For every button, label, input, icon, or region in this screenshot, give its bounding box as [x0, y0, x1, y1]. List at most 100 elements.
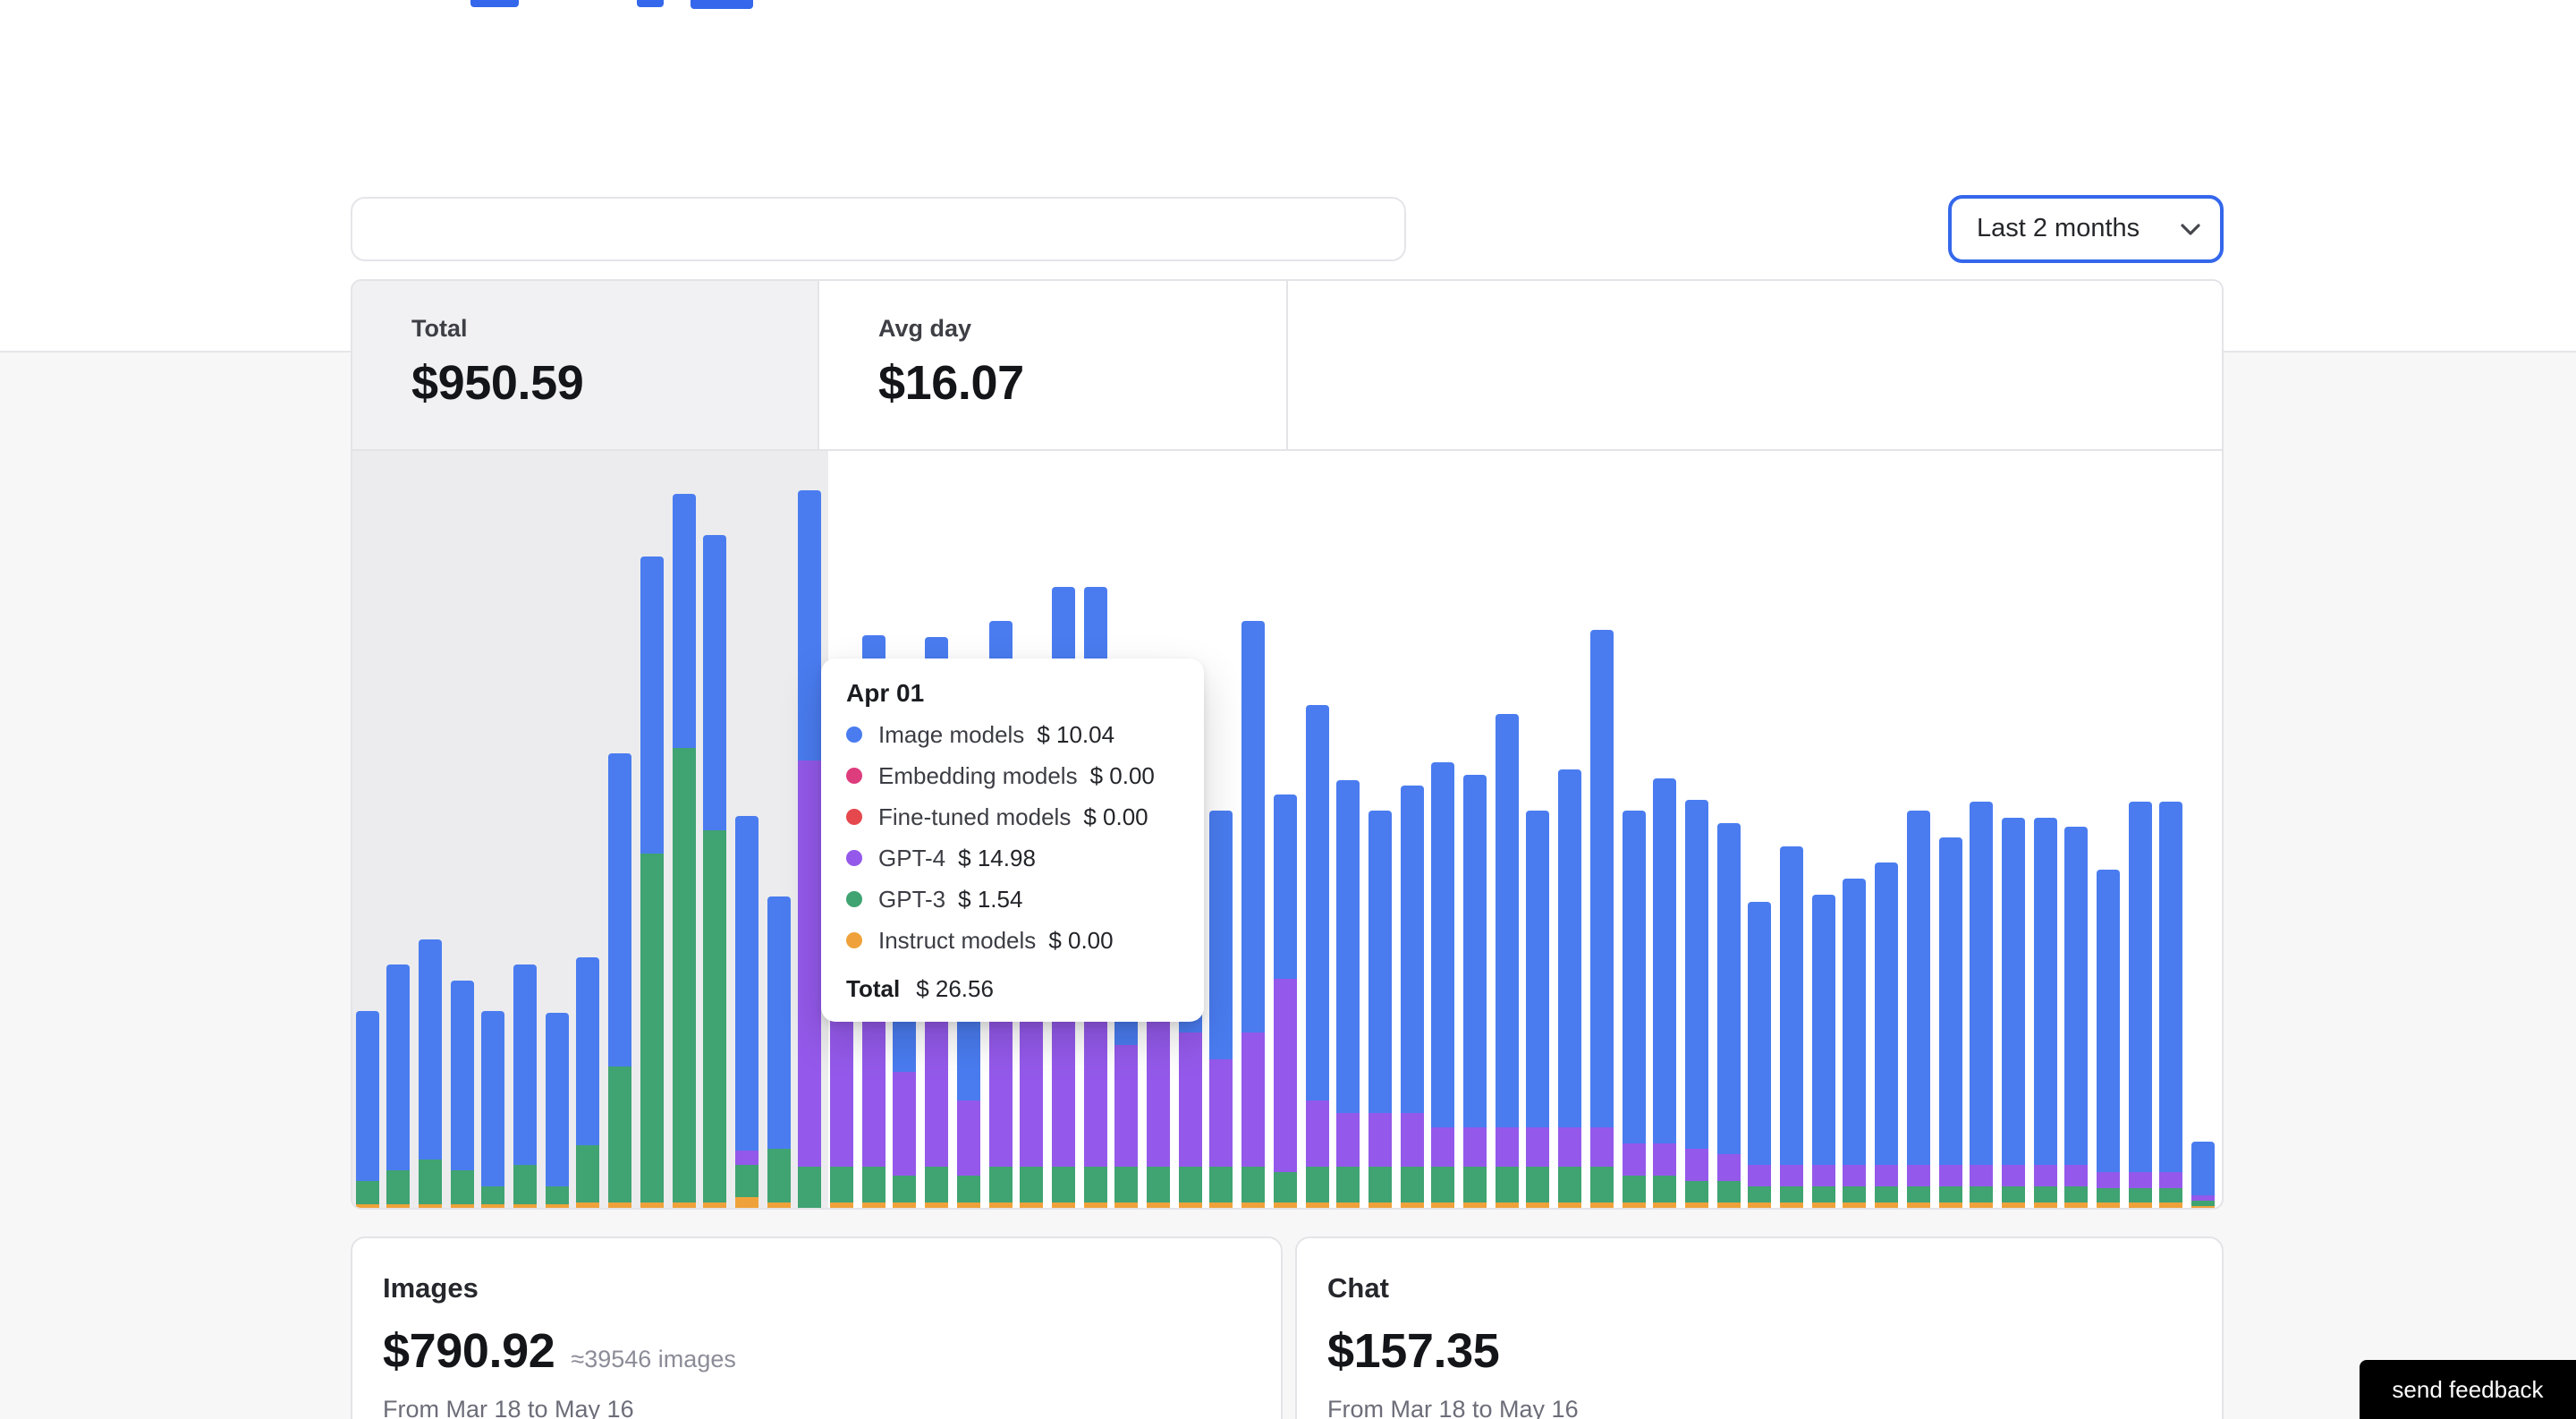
bar-segment	[861, 1167, 886, 1202]
chart-bar[interactable]	[672, 494, 695, 1208]
chart-bar[interactable]	[1589, 629, 1614, 1208]
chart-bar[interactable]	[2128, 802, 2152, 1208]
chart-bar[interactable]	[1716, 823, 1741, 1208]
chat-card: Chat $157.35 From Mar 18 to May 16	[1295, 1236, 2224, 1419]
chart-bar[interactable]	[2159, 802, 2183, 1208]
chart-bar[interactable]	[1305, 705, 1328, 1208]
usage-summary-card: Total $950.59 Avg day $16.07 Apr 01 Imag…	[351, 279, 2224, 1210]
bar-segment	[2191, 1195, 2216, 1202]
chart-bar[interactable]	[1463, 775, 1487, 1208]
chart-bar[interactable]	[355, 1010, 378, 1208]
bar-segment	[1526, 1167, 1550, 1202]
bar-segment	[1368, 1113, 1392, 1168]
images-card-range: From Mar 18 to May 16	[383, 1396, 634, 1419]
chart-bar[interactable]	[418, 939, 442, 1208]
chart-bar[interactable]	[1368, 810, 1392, 1208]
bar-segment	[861, 1202, 886, 1208]
chart-bar[interactable]	[734, 815, 758, 1208]
bar-segment	[1526, 1126, 1550, 1168]
chart-bar[interactable]	[1431, 761, 1455, 1208]
chart-bar[interactable]	[1684, 799, 1708, 1208]
chart-bar[interactable]	[1558, 769, 1582, 1208]
bar-segment	[608, 1202, 632, 1208]
chart-bar[interactable]	[1970, 802, 1994, 1208]
bar-segment	[1622, 810, 1645, 1143]
chart-bar[interactable]	[798, 489, 822, 1208]
chart-bar[interactable]	[1906, 810, 1930, 1208]
bar-segment	[1589, 629, 1614, 1127]
chart-bar[interactable]	[2064, 827, 2089, 1208]
bar-segment	[925, 1167, 949, 1202]
chart-bar[interactable]	[545, 1013, 569, 1208]
chat-card-value-row: $157.35	[1327, 1324, 2222, 1380]
tooltip-total-value: $ 26.56	[916, 975, 994, 1002]
date-range-select[interactable]: Last 2 months	[1948, 195, 2224, 263]
bar-segment	[1748, 1185, 1772, 1202]
stat-total-cell[interactable]: Total $950.59	[352, 281, 819, 451]
bar-segment	[830, 1202, 853, 1208]
tooltip-row: GPT-4 $ 14.98	[846, 837, 1179, 879]
bar-segment	[1336, 1113, 1360, 1168]
chart-bar[interactable]	[608, 753, 632, 1208]
bar-segment	[1938, 1164, 1962, 1186]
chart-bar[interactable]	[1653, 777, 1677, 1208]
bar-segment	[1273, 1202, 1297, 1208]
bar-segment	[767, 1148, 791, 1202]
bar-segment	[1906, 1202, 1930, 1208]
tooltip-row-value: $ 0.00	[1089, 762, 1155, 789]
bar-segment	[1147, 1202, 1170, 1208]
bar-segment	[1970, 1202, 1994, 1208]
chart-bar[interactable]	[1843, 878, 1867, 1208]
chart-bar[interactable]	[1241, 621, 1266, 1208]
chart-bar[interactable]	[1938, 837, 1962, 1208]
bar-segment	[1906, 1164, 1930, 1186]
bar-segment	[1875, 1202, 1899, 1208]
bar-segment	[513, 1203, 537, 1208]
bar-segment	[1970, 1185, 1994, 1202]
stat-avg-day-cell[interactable]: Avg day $16.07	[819, 281, 1288, 451]
bar-segment	[1684, 1180, 1708, 1202]
stat-avg-day-label: Avg day	[878, 315, 972, 342]
chart-bar[interactable]	[1526, 810, 1550, 1208]
legend-dot-icon	[846, 768, 862, 784]
chart-bar[interactable]	[640, 556, 664, 1208]
bar-segment	[956, 1202, 980, 1208]
bar-segment	[1906, 1185, 1930, 1202]
chart-bar[interactable]	[1811, 894, 1835, 1208]
chart-bar[interactable]	[1336, 780, 1360, 1208]
bar-segment	[386, 1169, 411, 1204]
chart-bar[interactable]	[1875, 862, 1899, 1208]
chart-bar[interactable]	[481, 1010, 505, 1208]
chart-bar[interactable]	[1400, 786, 1424, 1208]
chart-bar[interactable]	[1622, 810, 1645, 1208]
chart-bar[interactable]	[450, 981, 474, 1208]
chart-bar[interactable]	[2191, 1142, 2216, 1208]
chart-bar[interactable]	[1273, 794, 1297, 1208]
chart-bar[interactable]	[386, 964, 411, 1208]
usage-filter-input[interactable]	[351, 197, 1406, 261]
bar-segment	[1811, 1202, 1835, 1208]
clipped-link-fragment	[470, 0, 519, 7]
bar-segment	[798, 760, 822, 1167]
chart-bar[interactable]	[2001, 818, 2025, 1208]
bar-segment	[798, 1166, 822, 1208]
chart-bar[interactable]	[1748, 902, 1772, 1208]
chart-bar[interactable]	[767, 896, 791, 1208]
chart-bar[interactable]	[2097, 870, 2120, 1208]
chart-bar[interactable]	[1495, 713, 1519, 1208]
tooltip-row-value: $ 10.04	[1037, 721, 1115, 748]
bar-segment	[1178, 1167, 1202, 1202]
chart-bar[interactable]	[576, 956, 600, 1208]
bar-segment	[1400, 1167, 1424, 1202]
bar-segment	[386, 964, 411, 1170]
chart-bar[interactable]	[1209, 810, 1233, 1208]
send-feedback-button[interactable]: send feedback	[2360, 1360, 2576, 1419]
bar-segment	[1178, 1202, 1202, 1208]
chart-bar[interactable]	[513, 964, 537, 1208]
chart-bar[interactable]	[703, 534, 727, 1208]
chart-bar[interactable]	[1780, 845, 1803, 1208]
chart-bar[interactable]	[2033, 818, 2057, 1208]
bar-segment	[640, 854, 664, 1202]
usage-chart[interactable]: Apr 01 Image models $ 10.04 Embedding mode…	[352, 451, 2222, 1208]
bar-segment	[418, 1159, 442, 1204]
